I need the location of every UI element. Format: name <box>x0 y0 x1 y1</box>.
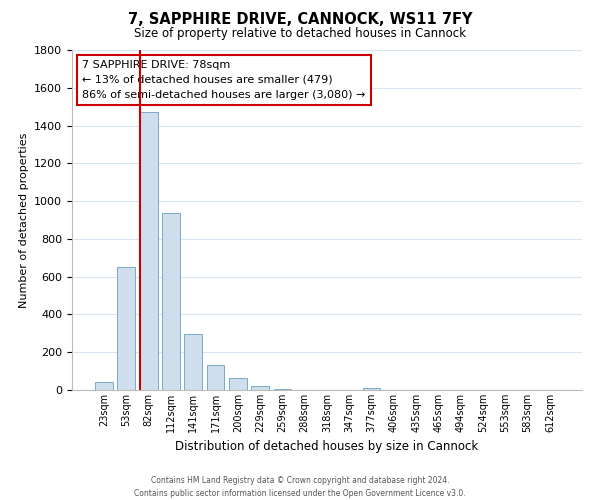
Bar <box>140 112 158 390</box>
Bar <box>229 378 247 390</box>
Y-axis label: Number of detached properties: Number of detached properties <box>19 132 29 308</box>
Text: 7, SAPPHIRE DRIVE, CANNOCK, WS11 7FY: 7, SAPPHIRE DRIVE, CANNOCK, WS11 7FY <box>128 12 472 28</box>
Bar <box>251 386 269 390</box>
Text: Size of property relative to detached houses in Cannock: Size of property relative to detached ho… <box>134 28 466 40</box>
Text: Contains HM Land Registry data © Crown copyright and database right 2024.
Contai: Contains HM Land Registry data © Crown c… <box>134 476 466 498</box>
Bar <box>362 388 380 390</box>
Bar <box>184 334 202 390</box>
Bar <box>274 389 292 390</box>
Text: 7 SAPPHIRE DRIVE: 78sqm
← 13% of detached houses are smaller (479)
86% of semi-d: 7 SAPPHIRE DRIVE: 78sqm ← 13% of detache… <box>82 60 365 100</box>
Bar <box>206 366 224 390</box>
Bar <box>118 267 136 390</box>
Bar <box>95 382 113 390</box>
Bar <box>162 214 180 390</box>
X-axis label: Distribution of detached houses by size in Cannock: Distribution of detached houses by size … <box>175 440 479 454</box>
